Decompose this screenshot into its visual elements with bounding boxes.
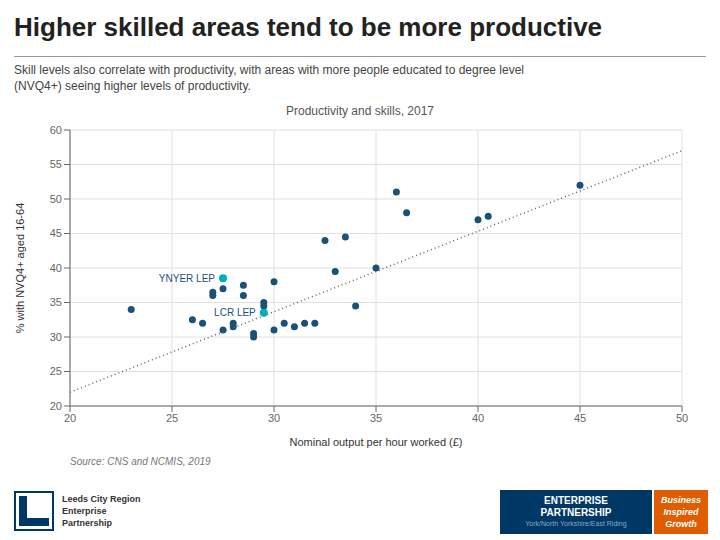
html-text:Productivity and skills, 2017: Productivity and skills, 2017 [286,104,434,118]
html-text:PARTNERSHIP: PARTNERSHIP [540,507,612,518]
svg-text:35: 35 [370,412,382,424]
html-text:Leeds City Region: Leeds City Region [62,494,141,504]
svg-text:50: 50 [676,412,688,424]
svg-text:60: 60 [50,124,62,136]
svg-text:30: 30 [268,412,280,424]
svg-text:45: 45 [574,412,586,424]
html-text:Source: CNS and NCMIS, 2019: Source: CNS and NCMIS, 2019 [70,456,211,467]
svg-text:45: 45 [50,227,62,239]
svg-text:20: 20 [50,400,62,412]
html-text:Inspired: Inspired [663,507,699,517]
svg-text:35: 35 [50,296,62,308]
html-text:ENTERPRISE: ENTERPRISE [544,495,608,506]
html-text:Partnership: Partnership [62,518,112,528]
svg-text:YNYER LEP: YNYER LEP [159,273,215,284]
html-text:Business: Business [661,495,701,505]
svg-text:30: 30 [50,331,62,343]
html-text:Growth: Growth [665,519,697,529]
html-text:Enterprise: Enterprise [62,506,107,516]
svg-text:40: 40 [472,412,484,424]
svg-text:55: 55 [50,158,62,170]
html-text:York/North Yorkshire/East Ridi: York/North Yorkshire/East Riding [525,520,627,527]
svg-text:40: 40 [50,262,62,274]
html-text:Higher skilled areas tend to b: Higher skilled areas tend to be more pro… [14,12,602,42]
svg-text:25: 25 [166,412,178,424]
svg-text:LCR LEP: LCR LEP [214,307,256,318]
svg-text:% with NVQ4+ aged 16-64: % with NVQ4+ aged 16-64 [14,203,26,334]
svg-text:50: 50 [50,193,62,205]
html-text:Skill levels also correlate wi: Skill levels also correlate with product… [14,63,524,93]
svg-text:20: 20 [64,412,76,424]
svg-text:25: 25 [50,365,62,377]
svg-text:Nominal output per hour worked: Nominal output per hour worked (£) [289,436,462,448]
